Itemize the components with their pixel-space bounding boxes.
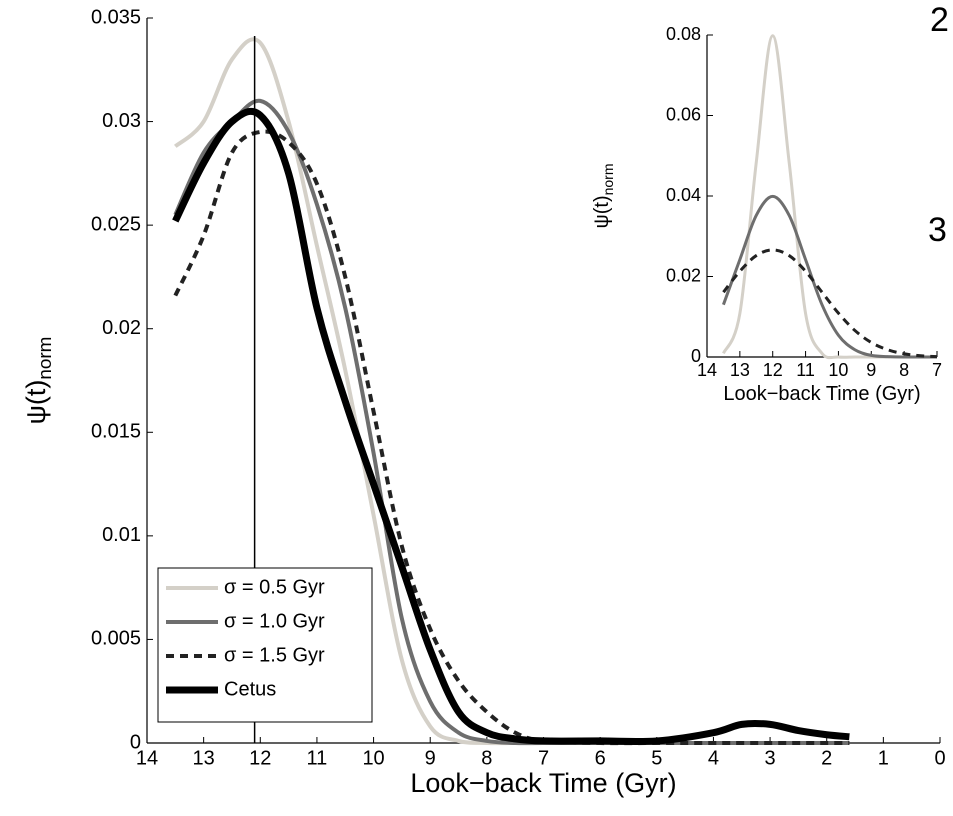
legend-label: σ = 1.0 Gyr [224, 610, 325, 632]
plot: 0 0.02 0.04 0.06 0.08 14 13 12 11 10 9 8 7 Look−back … [591, 24, 942, 405]
y-label-sub: norm [600, 163, 616, 195]
y-tick-label: 0.06 [666, 104, 701, 124]
series-line [722, 34, 937, 360]
x-tick-label: 7 [932, 360, 942, 380]
legend-label: Cetus [224, 678, 276, 700]
y-axis-label: ψ(t)norm [591, 163, 615, 228]
y-axis-label: ψ(t)norm [21, 337, 56, 425]
x-tick-label: 5 [651, 747, 662, 769]
series-line [722, 248, 938, 359]
legend-box [157, 567, 373, 723]
y-tick-label: 0.08 [666, 24, 701, 44]
x-tick-label: 4 [708, 747, 719, 769]
x-tick-label: 7 [538, 747, 549, 769]
x-tick-label: 3 [765, 747, 776, 769]
y-tick-label: 0.015 [91, 421, 141, 443]
text-fragment: 3 [928, 211, 947, 249]
series-line [722, 194, 937, 359]
y-tick-label: 0.025 [91, 213, 141, 235]
x-tick-label: 13 [730, 360, 750, 380]
x-tick-label: 9 [866, 360, 876, 380]
x-tick-label: 10 [828, 360, 848, 380]
y-tick-label: 0.02 [102, 317, 141, 339]
text-fragment: 2 [930, 1, 949, 39]
legend: σ = 0.5 Gyr σ = 1.0 Gyr σ = 1.5 Gyr Cetus [157, 567, 373, 723]
y-label-sub: norm [35, 337, 56, 380]
x-axis-label: Look−back Time (Gyr) [723, 383, 920, 405]
y-tick-label: 0.005 [91, 628, 141, 650]
x-axis-label: Look−back Time (Gyr) [410, 768, 676, 798]
x-tick-label: 2 [821, 747, 832, 769]
series-line [173, 98, 850, 746]
x-tick-label: 12 [249, 747, 271, 769]
y-tick-label: 0.03 [102, 110, 141, 132]
y-tick-label: 0 [691, 346, 701, 366]
x-tick-label: 14 [136, 747, 158, 769]
x-tick-label: 13 [193, 747, 215, 769]
y-tick-label: 0.02 [666, 265, 701, 285]
y-label-main: ψ(t) [591, 195, 613, 228]
x-tick-label: 0 [934, 747, 945, 769]
x-tick-label: 9 [425, 747, 436, 769]
y-tick-label: 0.01 [102, 524, 141, 546]
x-tick-label: 11 [796, 360, 815, 380]
legend-label: σ = 0.5 Gyr [224, 576, 325, 598]
x-tick-label: 1 [878, 747, 889, 769]
y-tick-label: 0 [130, 731, 141, 753]
x-tick-label: 12 [763, 360, 783, 380]
x-tick-label: 8 [899, 360, 909, 380]
x-tick-label: 11 [307, 747, 328, 769]
x-tick-label: 10 [362, 747, 384, 769]
x-tick-label: 8 [481, 747, 492, 769]
series-line [172, 107, 850, 746]
y-label-main: ψ(t) [21, 380, 51, 425]
y-tick-label: 0.035 [91, 6, 141, 28]
legend-label: σ = 1.5 Gyr [224, 644, 325, 666]
y-tick-label: 0.04 [666, 185, 701, 205]
x-tick-label: 6 [595, 747, 606, 769]
x-tick-label: 14 [697, 360, 717, 380]
